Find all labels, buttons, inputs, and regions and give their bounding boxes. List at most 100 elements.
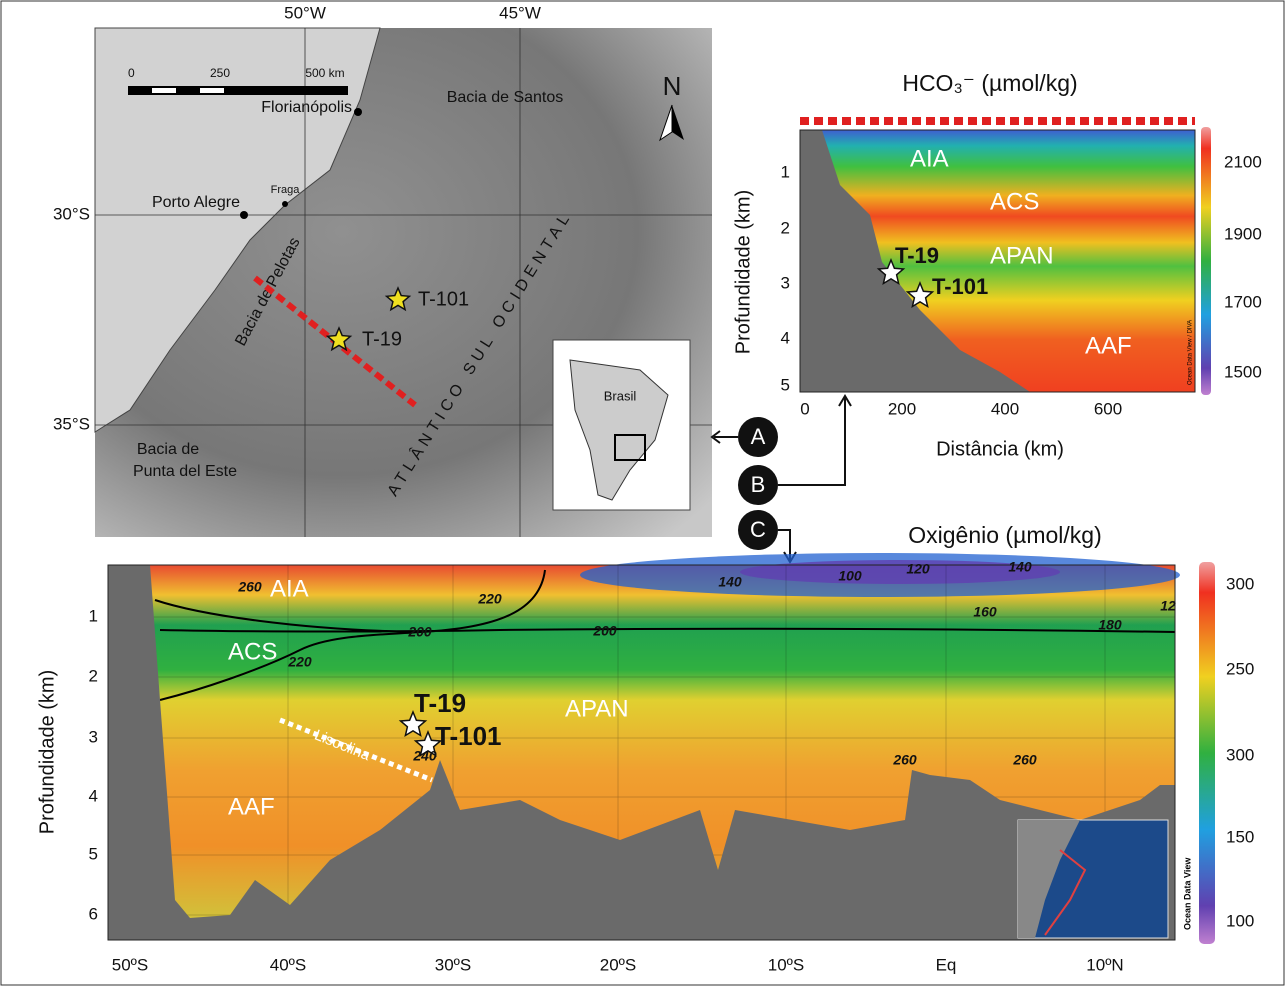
water-mass: ACS <box>228 638 277 665</box>
contour-label: 220 <box>477 591 502 607</box>
oxygen-panel: Oxigênio (µmol/kg) Lisoclina AIA ACS APA… <box>36 522 1254 974</box>
contour-label: 220 <box>287 654 312 670</box>
colorbar-label: 2100 <box>1224 152 1262 171</box>
station-star <box>413 730 443 758</box>
contour-label: 200 <box>407 624 432 640</box>
panel-title: HCO₃⁻ (µmol/kg) <box>902 70 1077 96</box>
place-label: Bacia de Santos <box>447 89 564 106</box>
y-axis-label: Profundidade (km) <box>36 670 58 835</box>
colorbar <box>1199 562 1215 944</box>
contour-label: 260 <box>892 752 917 768</box>
marker-label: A <box>751 424 766 449</box>
contour-label: 120 <box>906 561 930 577</box>
x-tick-label: 400 <box>991 399 1019 418</box>
map-panel: 0 250 500 km N 50°W 45°W 30°S 35°S Flori… <box>53 3 712 537</box>
x-tick-label: 0 <box>800 399 809 418</box>
x-tick-label: 600 <box>1094 399 1122 418</box>
y-tick-label: 4 <box>89 786 98 805</box>
scale-label: 250 <box>210 66 230 80</box>
y-ticks: 1 2 3 4 5 <box>781 162 790 394</box>
stations <box>325 286 412 352</box>
colorbar-label: 1900 <box>1224 224 1262 243</box>
contour-label: 12 <box>1160 598 1176 614</box>
lat-label: 30°S <box>53 204 90 223</box>
y-tick-label: 5 <box>89 844 98 863</box>
contour-label: 260 <box>1012 752 1037 768</box>
water-mass: APAN <box>565 695 629 722</box>
colorbar-label: 250 <box>1226 659 1254 678</box>
station-label: T-19 <box>414 688 466 718</box>
station-label: T-19 <box>362 328 402 350</box>
water-mass: AIA <box>270 575 309 602</box>
contour-label: 100 <box>838 568 862 584</box>
x-tick-label: 40ºS <box>270 955 306 974</box>
colorbar-label: 100 <box>1226 911 1254 930</box>
markers: A B C <box>710 394 852 564</box>
lon-label: 50°W <box>284 3 326 22</box>
y-tick-label: 4 <box>781 328 790 347</box>
inset-label: Brasil <box>604 388 637 403</box>
contour-label: 260 <box>237 579 262 595</box>
y-tick-label: 5 <box>781 375 790 394</box>
place-label: Fraga <box>271 184 301 196</box>
panel-title: Oxigênio (µmol/kg) <box>908 522 1101 548</box>
scale-bar <box>128 86 348 95</box>
station-star <box>876 258 906 286</box>
x-tick-label: 10ºN <box>1086 955 1123 974</box>
colorbar <box>1201 127 1211 395</box>
marker-label: B <box>751 472 766 497</box>
water-mass: ACS <box>990 188 1039 215</box>
station-star <box>905 281 935 309</box>
y-tick-label: 2 <box>89 666 98 685</box>
place-label: Bacia de <box>137 441 199 458</box>
credit: Ocean Data View <box>1182 857 1192 930</box>
y-tick-label: 6 <box>89 904 98 923</box>
contour-label: 160 <box>973 604 997 620</box>
scale-label: 0 <box>128 66 135 80</box>
water-mass: AIA <box>910 145 949 172</box>
colorbar-label: 1500 <box>1224 362 1262 381</box>
scale-label: 500 km <box>305 66 344 80</box>
y-tick-label: 1 <box>89 606 98 625</box>
scale-bar <box>152 88 176 93</box>
colorbar-label: 150 <box>1226 827 1254 846</box>
x-tick-label: 20ºS <box>600 955 636 974</box>
lat-label: 35°S <box>53 414 90 433</box>
contour-labels: 260 220 200 200 220 140 100 120 140 160 180 12 260 26… <box>237 559 1176 768</box>
contour-label: 200 <box>592 623 617 639</box>
station-label: T-19 <box>895 243 939 268</box>
water-mass: APAN <box>990 242 1054 269</box>
contour-label: 180 <box>1098 617 1122 633</box>
contour-label: 240 <box>412 748 437 764</box>
colorbar-label: 300 <box>1226 574 1254 593</box>
scale-bar <box>200 88 224 93</box>
x-axis-label: Distância (km) <box>936 438 1064 460</box>
marker-label: C <box>750 517 766 542</box>
hco3-panel: HCO₃⁻ (µmol/kg) AIA ACS APAN AAF T-19 T-… <box>732 70 1262 460</box>
colorbar-label: 1700 <box>1224 292 1262 311</box>
station-label: T-101 <box>435 721 502 751</box>
y-axis-label: Profundidade (km) <box>732 190 754 355</box>
y-tick-label: 3 <box>89 727 98 746</box>
x-tick-label: 10ºS <box>768 955 804 974</box>
station-label: T-101 <box>418 288 469 310</box>
place-label: Porto Alegre <box>152 194 240 211</box>
water-mass: AAF <box>1085 332 1132 359</box>
place-label: Florianópolis <box>261 99 352 116</box>
x-tick-label: 30ºS <box>435 955 471 974</box>
y-tick-label: 2 <box>781 218 790 237</box>
north-label: N <box>663 71 682 101</box>
station-star <box>398 710 428 738</box>
station-label: T-101 <box>932 274 988 299</box>
station-star <box>325 326 353 352</box>
station-star <box>384 286 412 312</box>
land <box>94 27 381 433</box>
contour-label: 140 <box>718 574 742 590</box>
y-tick-label: 1 <box>781 162 790 181</box>
x-tick-label: 50ºS <box>112 955 148 974</box>
water-mass: AAF <box>228 793 275 820</box>
credit: Ocean Data View / DIVA <box>1188 320 1194 385</box>
y-tick-label: 3 <box>781 273 790 292</box>
x-tick-label: 200 <box>888 399 916 418</box>
